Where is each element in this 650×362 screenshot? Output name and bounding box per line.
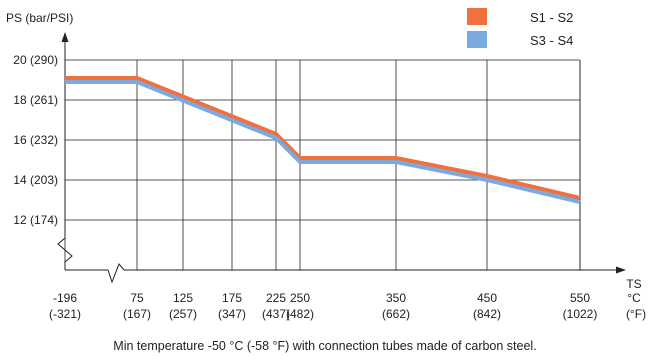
axes (57, 32, 626, 284)
x-axis-break (107, 263, 125, 284)
x-tick-label-f: (1022) (563, 307, 598, 321)
y-tick-label: 18 (261) (13, 93, 58, 107)
legend-swatch-s3-s4 (467, 31, 487, 48)
y-axis-arrow (61, 32, 69, 42)
y-axis-line (57, 40, 73, 270)
series-line-s3-s4 (65, 80, 581, 204)
x-axis-title: TS (626, 277, 641, 291)
x-tick-label-f: (842) (473, 307, 501, 321)
x-axis-unit-f: (°F) (626, 307, 646, 321)
x-tick-label-f: (437) (262, 307, 290, 321)
footnote: Min temperature -50 °C (-58 °F) with con… (113, 339, 536, 353)
y-tick-label: 16 (232) (13, 133, 58, 147)
x-tick-label-c: 450 (477, 291, 497, 305)
x-tick-label-c: 250 (290, 291, 310, 305)
y-tick-label: 20 (290) (13, 53, 58, 67)
y-axis-title: PS (bar/PSI) (6, 11, 73, 25)
series-lines (65, 76, 581, 204)
x-tick-label-c: 175 (222, 291, 242, 305)
y-tick-label: 14 (203) (13, 173, 58, 187)
legend: S1 - S2 S3 - S4 (467, 8, 573, 48)
x-tick-label-c: 225 (266, 291, 286, 305)
legend-label-s3-s4: S3 - S4 (530, 33, 573, 48)
x-tick-label-c: 550 (570, 291, 590, 305)
x-axis-arrow (616, 266, 626, 274)
x-tick-label-c: 125 (173, 291, 193, 305)
x-axis-unit-c: °C (627, 291, 641, 305)
series-line-s1-s2 (65, 76, 581, 200)
x-tick-label-f: (482) (286, 307, 314, 321)
x-tick-label-c: 75 (130, 291, 144, 305)
grid (64, 59, 581, 270)
x-tick-label-c: 350 (386, 291, 406, 305)
x-tick-label-c: -196 (53, 291, 77, 305)
x-tick-label-f: (257) (169, 307, 197, 321)
x-tick-labels: -196 (-321) 75 (167) 125 (257) 175 (347) 225 (437… (49, 291, 597, 321)
x-tick-label-f: (167) (123, 307, 151, 321)
legend-swatch-s1-s2 (467, 8, 487, 25)
x-tick-label-f: (662) (382, 307, 410, 321)
y-tick-labels: 20 (290) 18 (261) 16 (232) 14 (203) 12 (174) (13, 53, 58, 227)
legend-label-s1-s2: S1 - S2 (530, 10, 573, 25)
y-tick-label: 12 (174) (13, 213, 58, 227)
x-tick-label-f: (347) (218, 307, 246, 321)
x-tick-label-f: (-321) (49, 307, 81, 321)
